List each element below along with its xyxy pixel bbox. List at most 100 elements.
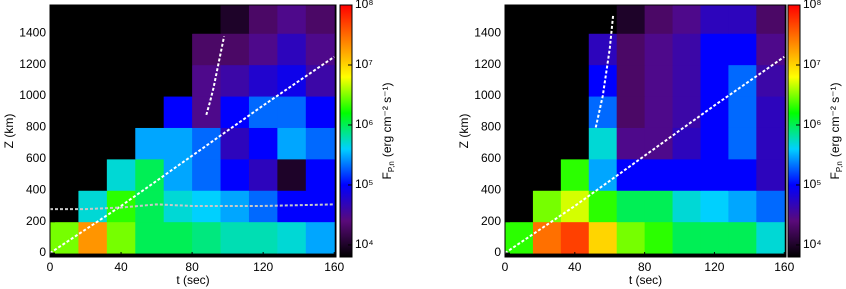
heatmap-cell xyxy=(560,33,590,66)
heatmap-cell xyxy=(248,190,278,223)
heatmap-cell xyxy=(106,33,136,66)
x-tick-label: 0 xyxy=(502,260,509,274)
heatmap-cell xyxy=(644,5,674,34)
heatmap-cell xyxy=(700,127,729,160)
colorbar-subscript: P,n xyxy=(835,161,844,172)
heatmap-cell xyxy=(78,190,108,223)
heatmap-cell xyxy=(616,33,646,66)
heatmap-cell xyxy=(163,127,193,160)
x-tick-label: 40 xyxy=(568,260,582,274)
heatmap-cell xyxy=(532,64,562,97)
heatmap-cell xyxy=(305,158,335,191)
heatmap-cell xyxy=(728,158,757,191)
heatmap-cell xyxy=(644,190,674,223)
plot-frame xyxy=(49,4,337,258)
colorbar-symbol: F xyxy=(380,172,394,179)
x-tick-label: 160 xyxy=(324,260,344,274)
heatmap-cell xyxy=(277,64,307,97)
x-tick-label: 40 xyxy=(114,260,128,274)
x-tick-label: 0 xyxy=(47,260,54,274)
heatmap-cell xyxy=(616,221,646,254)
heatmap-cell xyxy=(700,5,729,34)
heatmap-cell xyxy=(560,5,590,34)
colorbar-tick-label: 10⁷ xyxy=(803,57,821,71)
heatmap-cell xyxy=(505,158,534,191)
colorbar-tick-label: 10⁶ xyxy=(355,117,373,131)
y-tick-label: 800 xyxy=(481,120,501,134)
heatmap-cell xyxy=(163,5,193,34)
overlay-line xyxy=(505,55,785,254)
heatmap-cell xyxy=(728,127,757,160)
heatmap-cell xyxy=(78,96,108,128)
heatmap-cell xyxy=(305,5,335,34)
heatmap-cell xyxy=(163,64,193,97)
heatmap-cell xyxy=(756,127,785,160)
heatmap-cell xyxy=(672,190,701,223)
heatmap-cell xyxy=(505,221,534,254)
y-tick-label: 1200 xyxy=(474,57,501,71)
heatmap-cell xyxy=(135,64,165,97)
y-axis-label: Z (km) xyxy=(457,114,471,149)
x-tick-label: 80 xyxy=(185,260,199,274)
heatmap-cell xyxy=(163,221,193,254)
colorbar-tick-label: 10⁴ xyxy=(355,237,374,251)
y-tick-label: 200 xyxy=(26,214,46,228)
plot-area xyxy=(50,5,336,257)
y-tick-label: 200 xyxy=(481,214,501,228)
heatmap-cell xyxy=(756,5,785,34)
heatmap-cell xyxy=(644,96,674,128)
heatmap-cell xyxy=(588,158,618,191)
heatmap-cell xyxy=(616,190,646,223)
colorbar-units: (erg cm⁻² s⁻¹) xyxy=(380,83,394,158)
heatmap-cell xyxy=(50,64,79,97)
heatmap-cell xyxy=(220,5,250,34)
x-tick-label: 120 xyxy=(704,260,724,274)
heatmap-cell xyxy=(78,33,108,66)
heatmap-cell xyxy=(50,158,79,191)
heatmap-cell xyxy=(305,64,335,97)
x-tick-label: 80 xyxy=(638,260,652,274)
heatmap-cell xyxy=(106,127,136,160)
heatmap-cell xyxy=(616,5,646,34)
heatmap-cell xyxy=(220,96,250,128)
y-tick-label: 1400 xyxy=(19,25,46,39)
y-tick-label: 1000 xyxy=(474,88,501,102)
heatmap-cell xyxy=(192,33,222,66)
heatmap-cell xyxy=(106,221,136,254)
heatmap-cell xyxy=(532,96,562,128)
x-axis-label: t (sec) xyxy=(176,273,209,287)
y-tick-label: 1400 xyxy=(474,25,501,39)
heatmap-cell xyxy=(672,221,701,254)
heatmap-cell xyxy=(588,5,618,34)
heatmap-cell xyxy=(50,190,79,223)
heatmap-cell xyxy=(728,96,757,128)
heatmap-cell xyxy=(756,221,785,254)
heatmap-cell xyxy=(672,33,701,66)
heatmap-cell xyxy=(305,190,335,223)
heatmap-cell xyxy=(532,127,562,160)
heatmap-cell xyxy=(220,33,250,66)
heatmap-cell xyxy=(78,64,108,97)
y-tick-label: 400 xyxy=(481,182,501,196)
heatmap-cell xyxy=(248,127,278,160)
heatmap-cell xyxy=(756,190,785,223)
plot-frame xyxy=(504,4,787,258)
heatmap-cell xyxy=(700,158,729,191)
heatmap-cell xyxy=(588,96,618,128)
plot-area xyxy=(505,5,786,257)
colorbar-label: FP,n (erg cm⁻² s⁻¹) xyxy=(380,83,396,180)
heatmap-cell xyxy=(505,190,534,223)
heatmap-cell xyxy=(756,96,785,128)
heatmap-cell xyxy=(560,96,590,128)
heatmap-cell xyxy=(248,64,278,97)
heatmap-cell xyxy=(560,221,590,254)
heatmap-cell xyxy=(50,127,79,160)
heatmap-cell xyxy=(644,158,674,191)
heatmap-cell xyxy=(532,5,562,34)
y-tick-label: 600 xyxy=(481,151,501,165)
y-tick-label: 400 xyxy=(26,182,46,196)
heatmap-cell xyxy=(50,5,79,34)
y-tick-label: 0 xyxy=(494,245,501,259)
heatmap-cell xyxy=(277,96,307,128)
